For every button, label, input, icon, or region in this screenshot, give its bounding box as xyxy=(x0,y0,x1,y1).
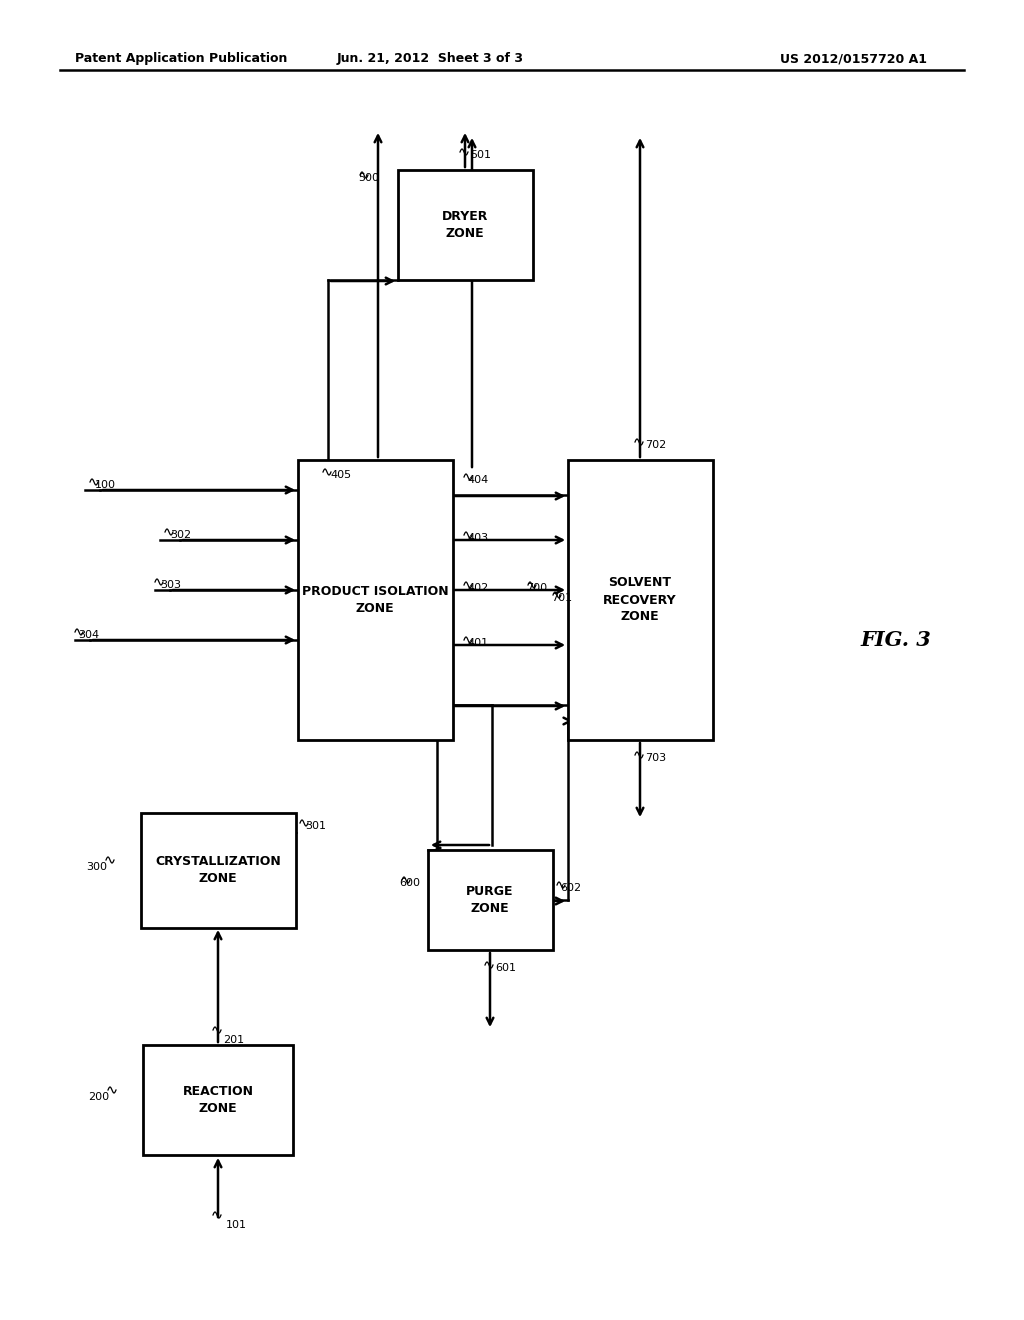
Text: 303: 303 xyxy=(160,579,181,590)
Text: 600: 600 xyxy=(399,878,420,888)
Text: 201: 201 xyxy=(223,1035,244,1045)
Text: 200: 200 xyxy=(88,1092,110,1102)
Bar xyxy=(143,1045,293,1155)
Text: DRYER
ZONE: DRYER ZONE xyxy=(441,210,488,240)
Text: 601: 601 xyxy=(495,964,516,973)
Text: 100: 100 xyxy=(95,480,116,490)
Text: PURGE
ZONE: PURGE ZONE xyxy=(466,884,514,915)
Text: 602: 602 xyxy=(560,883,582,894)
Text: 500: 500 xyxy=(358,173,379,183)
Text: REACTION
ZONE: REACTION ZONE xyxy=(182,1085,254,1115)
Bar xyxy=(140,813,296,928)
Text: CRYSTALLIZATION
ZONE: CRYSTALLIZATION ZONE xyxy=(155,855,281,884)
Bar xyxy=(427,850,553,950)
Text: 702: 702 xyxy=(645,440,667,450)
Text: FIG. 3: FIG. 3 xyxy=(860,630,931,649)
Text: 300: 300 xyxy=(86,862,106,873)
Bar xyxy=(567,459,713,741)
Bar xyxy=(298,459,453,741)
Text: 403: 403 xyxy=(467,533,488,543)
Text: Patent Application Publication: Patent Application Publication xyxy=(75,51,288,65)
Text: SOLVENT
RECOVERY
ZONE: SOLVENT RECOVERY ZONE xyxy=(603,577,677,623)
Bar xyxy=(397,170,532,280)
Text: 304: 304 xyxy=(78,630,99,640)
Text: Jun. 21, 2012  Sheet 3 of 3: Jun. 21, 2012 Sheet 3 of 3 xyxy=(337,51,523,65)
Text: US 2012/0157720 A1: US 2012/0157720 A1 xyxy=(780,51,927,65)
Text: 703: 703 xyxy=(645,752,667,763)
Text: 701: 701 xyxy=(551,593,572,603)
Text: 301: 301 xyxy=(305,821,326,832)
Text: 404: 404 xyxy=(467,475,488,484)
Text: 501: 501 xyxy=(470,150,490,160)
Text: PRODUCT ISOLATION
ZONE: PRODUCT ISOLATION ZONE xyxy=(302,585,449,615)
Text: 700: 700 xyxy=(526,583,547,593)
Text: 401: 401 xyxy=(467,638,488,648)
Text: 302: 302 xyxy=(170,531,191,540)
Text: 402: 402 xyxy=(467,583,488,593)
Text: 101: 101 xyxy=(226,1220,247,1230)
Text: 405: 405 xyxy=(330,470,351,480)
